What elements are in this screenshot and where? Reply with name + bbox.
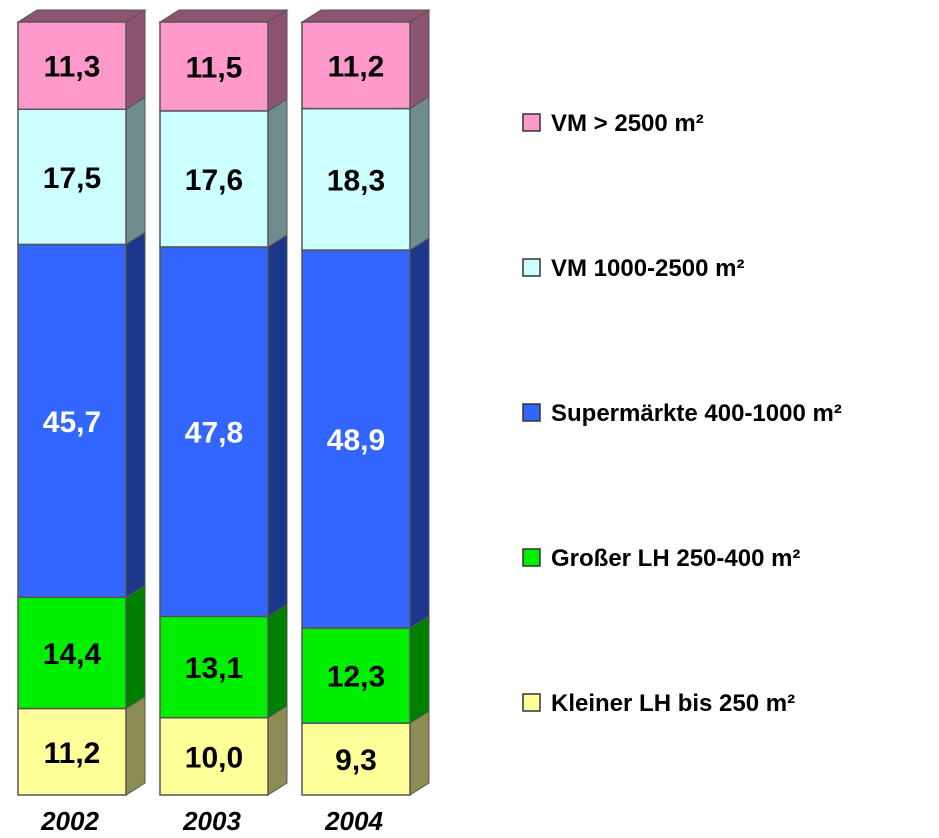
- bar-segment-2004-1: [301, 710, 430, 796]
- legend-swatch-3: [522, 403, 541, 422]
- legend-label-3: Supermärkte 400-1000 m²: [551, 400, 842, 427]
- bar-segment-2002-3: [17, 231, 146, 599]
- bar-segment-2002-1: [17, 695, 146, 796]
- bar-2002-4: [17, 108, 127, 246]
- data-label-2003-1: 10,0: [185, 741, 243, 774]
- category-label-2004: 2004: [324, 806, 383, 836]
- bar-2003-4: [159, 110, 269, 248]
- data-label-2002-3: 45,7: [43, 406, 101, 439]
- bar-side-2004-1: [409, 710, 430, 796]
- bar-2003-5: [159, 21, 269, 112]
- bar-side-2003-3: [267, 234, 288, 618]
- data-label-2003-2: 13,1: [185, 652, 243, 685]
- bar-side-2003-2: [267, 603, 288, 719]
- legend-item-2: Großer LH 250-400 m²: [522, 545, 800, 572]
- bar-segment-2003-4: [159, 97, 288, 248]
- bar-segment-2003-5: [158, 9, 289, 112]
- bar-side-2002-3: [125, 231, 146, 599]
- data-label-2004-5: 11,2: [328, 50, 385, 83]
- bar-side-2004-3: [409, 237, 430, 629]
- bar-segment-2004-2: [301, 615, 430, 725]
- legend-label-5: VM > 2500 m²: [551, 110, 704, 137]
- legend-label-1: Kleiner LH bis 250 m²: [551, 690, 795, 717]
- legend-swatch-4: [522, 258, 541, 277]
- bar-2003-1: [159, 716, 269, 796]
- bar-2004-5: [301, 21, 411, 110]
- data-label-2002-1: 11,2: [44, 737, 101, 770]
- category-label-2003: 2003: [182, 806, 241, 836]
- legend: VM > 2500 m² VM 1000-2500 m² Supermärkte 4…: [522, 110, 842, 717]
- data-label-2002-4: 17,5: [43, 162, 101, 195]
- bar-side-2002-2: [125, 584, 146, 710]
- bar-2004-2: [301, 627, 411, 724]
- bar-top-2002: [16, 9, 147, 23]
- legend-swatch-5: [522, 113, 541, 132]
- bar-side-2003-5: [267, 9, 288, 112]
- bar-side-2002-5: [125, 9, 146, 111]
- bar-2002-1: [17, 707, 127, 796]
- bar-side-2002-4: [125, 96, 146, 246]
- bar-segment-2003-3: [159, 234, 288, 618]
- bar-2002-3: [17, 243, 127, 599]
- bar-segment-2004-4: [301, 95, 430, 251]
- data-label-2003-5: 11,5: [186, 51, 243, 84]
- bar-top-2003: [158, 9, 289, 23]
- data-label-2004-2: 12,3: [327, 661, 385, 694]
- bar-segment-2004-5: [300, 9, 431, 110]
- bar-segment-2004-3: [301, 237, 430, 629]
- data-label-2002-2: 14,4: [43, 638, 102, 671]
- legend-label-2: Großer LH 250-400 m²: [551, 545, 800, 572]
- bar-2002-5: [17, 21, 127, 111]
- bars-layer: [16, 9, 431, 796]
- bar-segment-2002-5: [16, 9, 147, 111]
- data-label-2004-4: 18,3: [327, 164, 385, 197]
- bar-side-2002-1: [125, 695, 146, 796]
- data-label-2003-3: 47,8: [185, 417, 243, 450]
- bar-segment-2003-2: [159, 603, 288, 719]
- legend-item-4: VM 1000-2500 m²: [522, 255, 744, 282]
- bar-2003-3: [159, 246, 269, 618]
- bar-side-2004-5: [409, 9, 430, 110]
- legend-item-1: Kleiner LH bis 250 m²: [522, 690, 795, 717]
- legend-swatch-1: [522, 693, 541, 712]
- legend-label-4: VM 1000-2500 m²: [551, 255, 744, 282]
- bar-top-2004: [300, 9, 431, 23]
- legend-swatch-2: [522, 548, 541, 567]
- data-label-2004-1: 9,3: [335, 744, 377, 777]
- bar-segment-2002-4: [17, 96, 146, 246]
- bar-2004-1: [301, 722, 411, 796]
- bar-side-2003-1: [267, 704, 288, 796]
- legend-item-5: VM > 2500 m²: [522, 110, 704, 137]
- legend-item-3: Supermärkte 400-1000 m²: [522, 400, 842, 427]
- bar-segment-2003-1: [159, 704, 288, 796]
- data-label-2003-4: 17,6: [185, 164, 243, 197]
- data-label-2004-3: 48,9: [327, 424, 385, 457]
- category-label-2002: 2002: [40, 806, 99, 836]
- labels-layer: 11,2 14,4 45,7 17,5 11,3 2002 10,0 13,1 47,8 17,6…: [40, 50, 385, 836]
- bar-2003-2: [159, 615, 269, 719]
- bar-side-2004-2: [409, 615, 430, 725]
- bar-2004-3: [301, 249, 411, 629]
- bar-side-2004-4: [409, 95, 430, 251]
- bar-side-2003-4: [267, 97, 288, 248]
- bar-2004-4: [301, 107, 411, 251]
- data-label-2002-5: 11,3: [44, 51, 101, 84]
